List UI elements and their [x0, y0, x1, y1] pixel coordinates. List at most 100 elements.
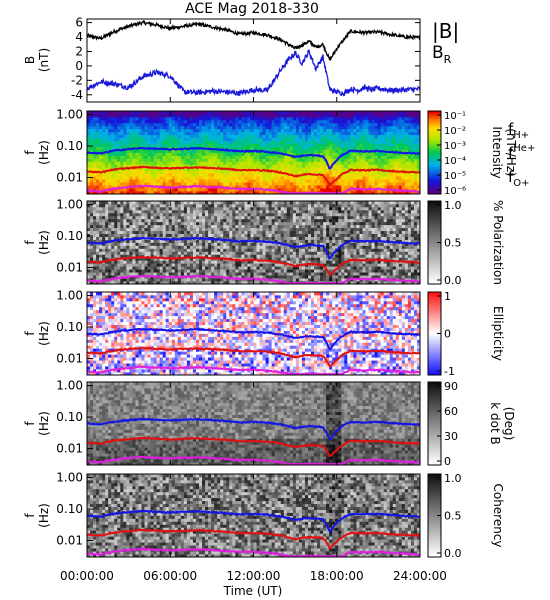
heatmap-cell	[220, 119, 224, 124]
heatmap-cell	[147, 266, 151, 270]
heatmap-cell	[314, 134, 318, 139]
heatmap-cell	[123, 281, 127, 285]
heatmap-cell	[165, 272, 170, 276]
heatmap-cell	[347, 146, 351, 150]
heatmap-cell	[314, 158, 318, 162]
heatmap-cell	[416, 149, 421, 153]
heatmap-cell	[259, 257, 263, 261]
heatmap-cell	[205, 122, 209, 127]
heatmap-cell	[144, 143, 148, 147]
heatmap-cell	[162, 122, 167, 127]
heatmap-cell	[274, 248, 279, 252]
heatmap-cell	[199, 119, 203, 124]
heatmap-cell	[280, 227, 285, 232]
heatmap-cell	[404, 164, 409, 168]
heatmap-cell	[105, 116, 109, 121]
heatmap-cell	[280, 155, 285, 159]
colorbar-step	[428, 113, 441, 116]
heatmap-cell	[253, 146, 257, 150]
heatmap-cell	[180, 281, 185, 285]
heatmap-cell	[314, 140, 318, 144]
heatmap-cell	[259, 242, 263, 246]
heatmap-cell	[126, 278, 130, 282]
heatmap-cell	[347, 158, 351, 162]
heatmap-cell	[120, 158, 124, 162]
heatmap-cell	[220, 140, 224, 144]
heatmap-cell	[371, 185, 375, 189]
heatmap-cell	[250, 131, 254, 136]
heatmap-cell	[108, 209, 112, 214]
heatmap-cell	[138, 278, 142, 282]
heatmap-cell	[180, 242, 185, 246]
heatmap-cell	[214, 233, 218, 237]
heatmap-cell	[108, 224, 112, 229]
heatmap-cell	[205, 155, 209, 159]
heatmap-cell	[105, 263, 109, 267]
heatmap-cell	[159, 281, 164, 285]
heatmap-cell	[389, 113, 394, 118]
heatmap-cell	[244, 257, 248, 261]
heatmap-cell	[117, 182, 121, 186]
heatmap-cell	[153, 260, 158, 264]
heatmap-cell	[253, 227, 257, 232]
heatmap-cell	[195, 269, 200, 273]
heatmap-cell	[93, 122, 97, 127]
heatmap-cell	[347, 176, 351, 180]
heatmap-cell	[186, 260, 191, 264]
heatmap-cell	[323, 161, 327, 165]
heatmap-cell	[171, 170, 176, 174]
heatmap-cell	[147, 263, 151, 267]
heatmap-cell	[253, 143, 257, 147]
heatmap-cell	[165, 164, 170, 168]
heatmap-cell	[159, 140, 164, 144]
heatmap-cell	[165, 176, 170, 180]
heatmap-cell	[271, 251, 276, 255]
heatmap-cell	[247, 209, 251, 214]
heatmap-cell	[274, 236, 279, 240]
heatmap-cell	[253, 248, 257, 252]
heatmap-cell	[202, 278, 206, 282]
heatmap-cell	[280, 161, 285, 165]
heatmap-cell	[241, 242, 245, 246]
heatmap-cell	[171, 206, 176, 211]
heatmap-cell	[174, 176, 179, 180]
heatmap-cell	[407, 128, 412, 133]
heatmap-cell	[247, 221, 251, 226]
heatmap-cell	[96, 111, 100, 115]
heatmap-cell	[280, 125, 285, 130]
heatmap-cell	[168, 131, 173, 136]
heatmap-cell	[344, 176, 348, 180]
heatmap-cell	[223, 227, 227, 232]
heatmap-cell	[398, 185, 403, 189]
heatmap-cell	[102, 233, 106, 237]
heatmap-cell	[205, 239, 209, 243]
colorbar-step	[428, 133, 441, 137]
heatmap-cell	[138, 182, 142, 186]
heatmap-cell	[283, 176, 288, 180]
heatmap-cell	[117, 251, 121, 255]
heatmap-cell	[138, 263, 142, 267]
heatmap-cell	[144, 113, 148, 118]
heatmap-cell	[410, 140, 415, 144]
heatmap-cell	[413, 158, 418, 162]
heatmap-cell	[111, 122, 115, 127]
heatmap-cell	[262, 152, 267, 156]
heatmap-cell	[301, 140, 306, 144]
heatmap-cell	[135, 128, 139, 133]
heatmap-cell	[111, 164, 115, 168]
heatmap-cell	[404, 167, 409, 171]
heatmap-cell	[129, 257, 133, 261]
heatmap-cell	[192, 152, 197, 156]
heatmap-cell	[111, 173, 115, 177]
heatmap-cell	[292, 158, 297, 162]
heatmap-cell	[232, 125, 236, 130]
heatmap-cell	[265, 179, 270, 183]
heatmap-cell	[120, 146, 124, 150]
heatmap-cell	[317, 131, 321, 136]
heatmap-cell	[96, 233, 100, 237]
heatmap-cell	[289, 152, 294, 156]
heatmap-cell	[123, 266, 127, 270]
heatmap-cell	[398, 152, 403, 156]
heatmap-cell	[226, 275, 230, 279]
heatmap-cell	[199, 155, 203, 159]
